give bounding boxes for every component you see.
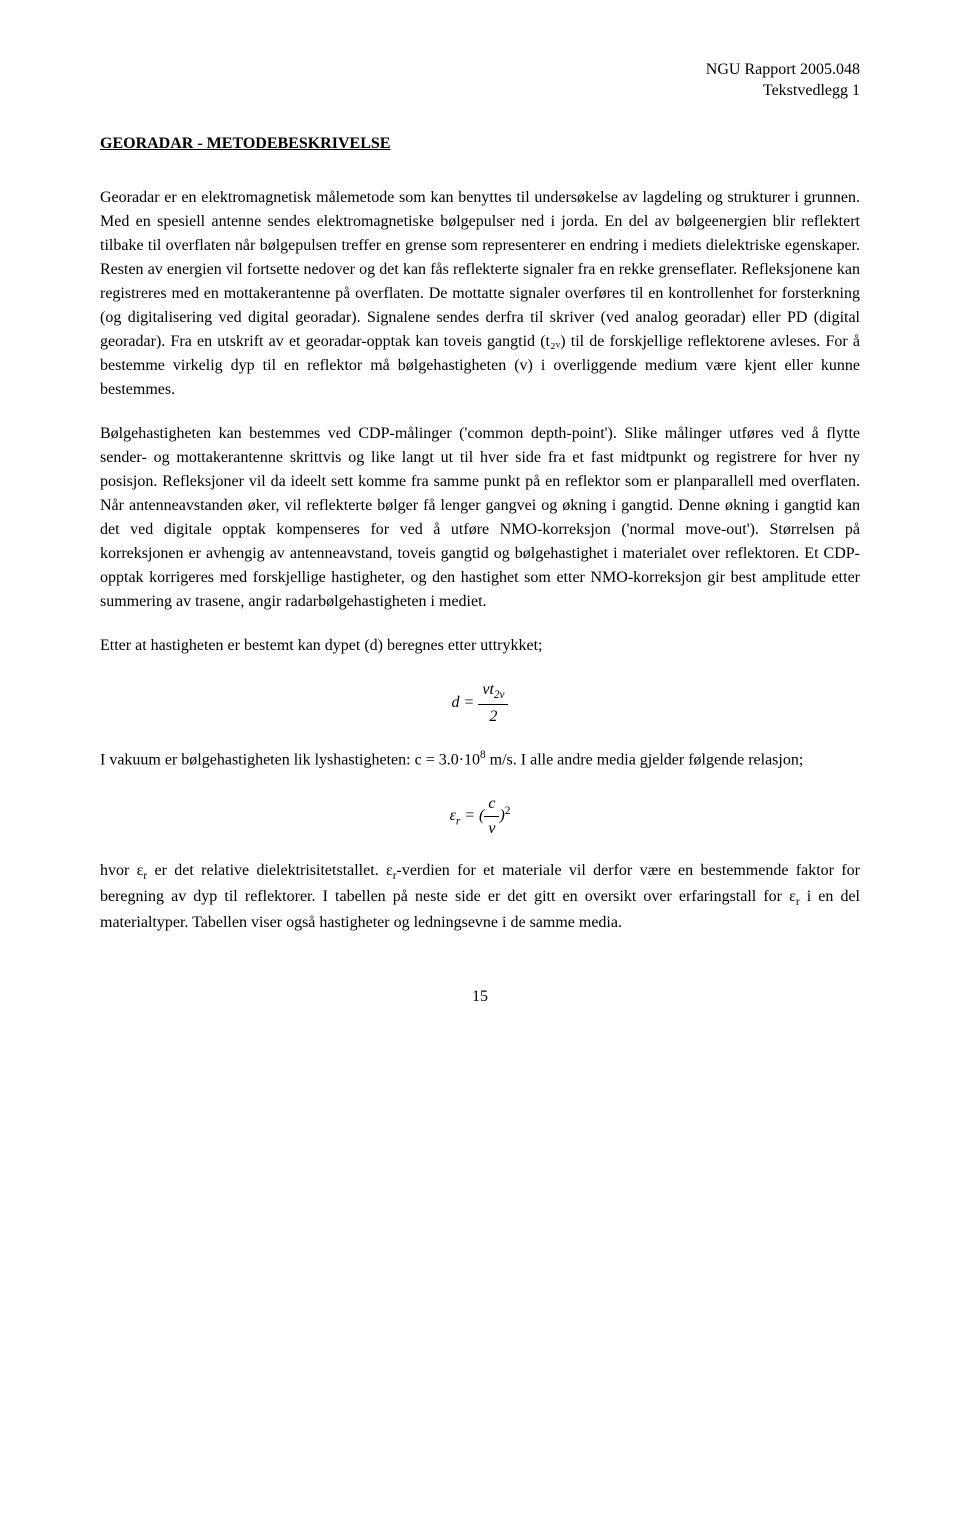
formula-lhs: d = [452,694,475,711]
paragraph-1: Georadar er en elektromagnetisk målemeto… [100,186,860,402]
paragraph-3: Etter at hastigheten er bestemt kan dype… [100,634,860,658]
formula2-fraction: cv [484,792,499,841]
formula-denominator: 2 [478,705,508,729]
formula-fraction: vt2v 2 [478,678,508,729]
report-number: NGU Rapport 2005.048 [100,60,860,81]
paragraph-2: Bølgehastigheten kan bestemmes ved CDP-m… [100,422,860,614]
formula-epsilon: εr = (cv)2 [100,792,860,841]
attachment-label: Tekstvedlegg 1 [100,81,860,102]
page-number: 15 [100,985,860,1009]
formula-numerator: vt2v [478,678,508,705]
formula-depth: d = vt2v 2 [100,678,860,729]
header-right: NGU Rapport 2005.048 Tekstvedlegg 1 [100,60,860,102]
paragraph-5: hvor εr er det relative dielektrisitetst… [100,859,860,935]
page-title: GEORADAR - METODEBESKRIVELSE [100,132,860,156]
paragraph-4: I vakuum er bølgehastigheten lik lyshast… [100,747,860,772]
